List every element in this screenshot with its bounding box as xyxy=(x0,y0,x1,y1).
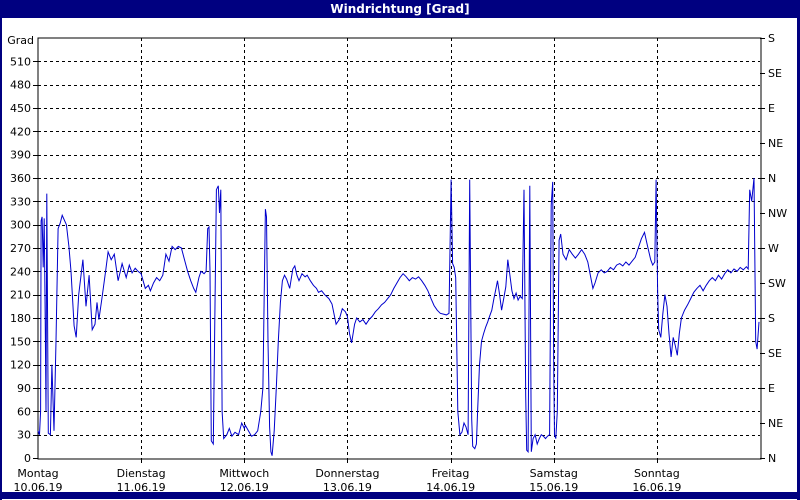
x-axis-date-label: 12.06.19 xyxy=(220,481,269,494)
y-axis-right-label: SE xyxy=(768,347,782,360)
x-axis-date-label: 15.06.19 xyxy=(529,481,578,494)
y-axis-right-label: W xyxy=(768,242,779,255)
y-axis-left-label: 390 xyxy=(10,149,31,162)
y-axis-left-label: 330 xyxy=(10,195,31,208)
y-axis-right-label: E xyxy=(768,102,775,115)
x-axis-date-label: 10.06.19 xyxy=(14,481,63,494)
y-axis-left-label: 180 xyxy=(10,312,31,325)
window-title: Windrichtung [Grad] xyxy=(330,2,470,16)
y-axis-left-label: 420 xyxy=(10,125,31,138)
y-axis-left-label: 30 xyxy=(17,429,31,442)
x-axis-date-label: 11.06.19 xyxy=(117,481,166,494)
wind-direction-line xyxy=(37,177,760,456)
y-axis-right-label: S xyxy=(768,312,775,325)
y-axis-left-label: 60 xyxy=(17,405,31,418)
y-axis-right-label: N xyxy=(768,452,776,465)
x-axis-day-label: Freitag xyxy=(432,467,470,480)
y-axis-right-label: NW xyxy=(768,207,787,220)
x-axis-date-label: 16.06.19 xyxy=(632,481,681,494)
y-axis-left-label: 510 xyxy=(10,55,31,68)
x-axis-date-label: 13.06.19 xyxy=(323,481,372,494)
y-axis-right-label: SW xyxy=(768,277,786,290)
x-axis-date-label: 14.06.19 xyxy=(426,481,475,494)
y-axis-left-label: 0 xyxy=(24,452,31,465)
x-axis-day-label: Montag xyxy=(17,467,58,480)
y-axis-right-label: SE xyxy=(768,67,782,80)
y-axis-right-label: NE xyxy=(768,137,783,150)
y-axis-left-label: 240 xyxy=(10,265,31,278)
y-axis-left-label: 120 xyxy=(10,359,31,372)
y-axis-left-label: 90 xyxy=(17,382,31,395)
y-axis-right-label: S xyxy=(768,32,775,45)
y-axis-left-label: 360 xyxy=(10,172,31,185)
x-axis-day-label: Mittwoch xyxy=(219,467,269,480)
window-border-right xyxy=(797,18,800,500)
x-axis-day-label: Donnerstag xyxy=(315,467,379,480)
y-axis-right-label: NE xyxy=(768,417,783,430)
y-axis-left-label: 450 xyxy=(10,102,31,115)
x-axis-day-label: Samstag xyxy=(530,467,578,480)
y-axis-right-label: E xyxy=(768,382,775,395)
x-axis-day-label: Sonntag xyxy=(634,467,680,480)
window-border-left xyxy=(0,18,2,500)
title-bar: Windrichtung [Grad] xyxy=(0,0,800,18)
y-axis-left-label: 150 xyxy=(10,335,31,348)
y-axis-left-label: 270 xyxy=(10,242,31,255)
y-axis-left-label: 480 xyxy=(10,79,31,92)
x-axis-day-label: Dienstag xyxy=(117,467,166,480)
y-axis-left-label: 210 xyxy=(10,289,31,302)
y-axis-unit-label: Grad xyxy=(7,34,34,47)
window-border-bottom xyxy=(0,492,800,499)
y-axis-right-label: N xyxy=(768,172,776,185)
y-axis-left-label: 300 xyxy=(10,219,31,232)
